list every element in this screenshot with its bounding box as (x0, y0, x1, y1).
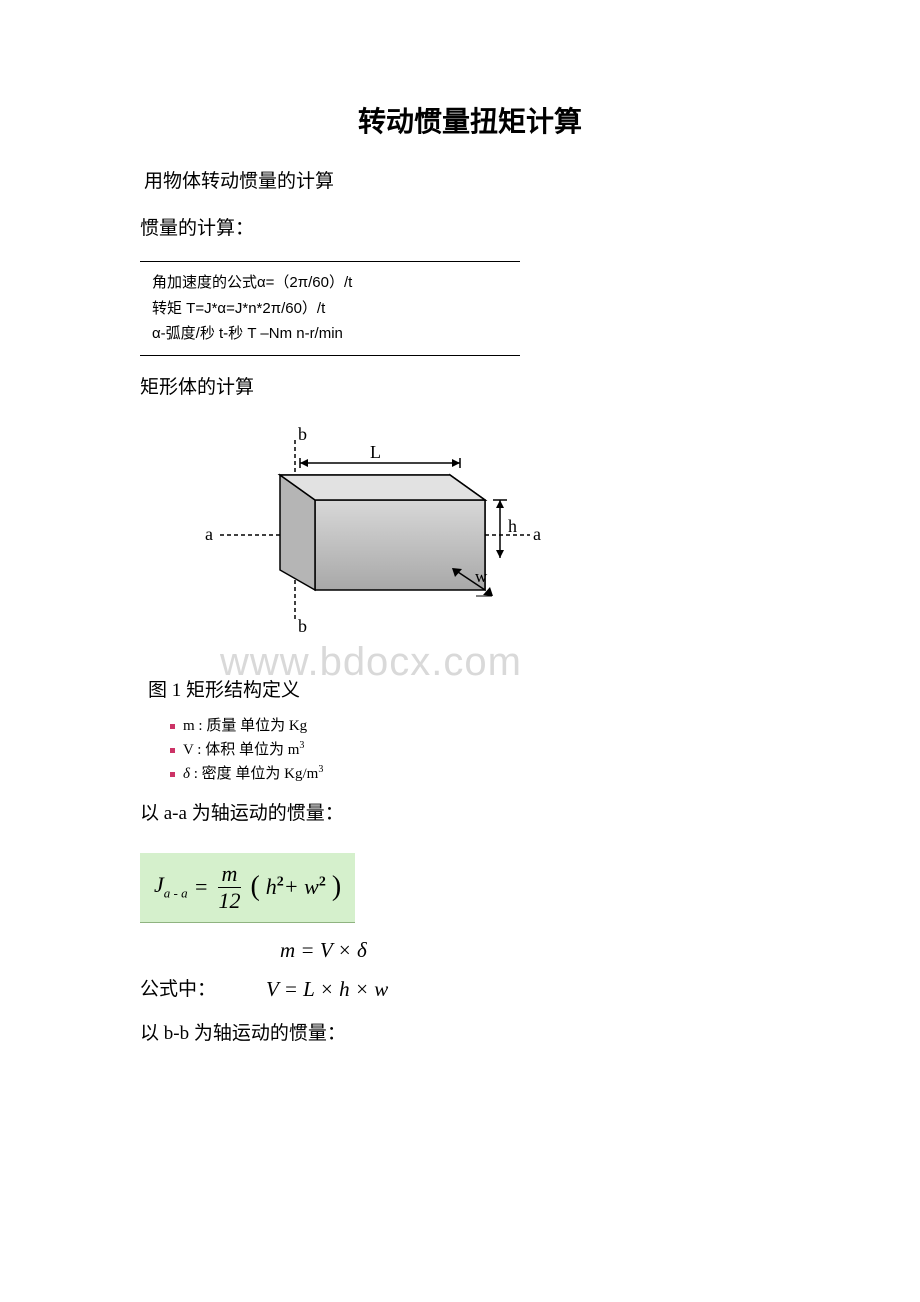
bullet-icon (170, 724, 175, 729)
variable-list: m : 质量 单位为 Kg V : 体积 单位为 m3 δ : 密度 单位为 K… (170, 714, 800, 786)
rect-heading: 矩形体的计算 (140, 374, 800, 403)
svg-text:b: b (298, 616, 307, 636)
formula-line-2: 转矩 T=J*α=J*n*2π/60）/t (152, 296, 508, 322)
var-delta: δ : 密度 单位为 Kg/m3 (170, 762, 800, 786)
intro-line-2: 惯量的计算： (140, 215, 800, 244)
bullet-icon (170, 748, 175, 753)
intro-line-1: 用物体转动惯量的计算 (140, 168, 800, 197)
axis-aa-label: 以 a-a 为轴运动的惯量： (140, 800, 800, 829)
equation-m: m = V × δ (280, 931, 800, 971)
var-v-text: V : 体积 单位为 m3 (183, 738, 304, 762)
formula-label: 公式中： (140, 976, 216, 1005)
equation-jaa: Ja - a = m 12 ( h2+ w2 ) (140, 853, 355, 923)
svg-text:w: w (475, 567, 488, 586)
svg-text:a: a (205, 524, 213, 544)
formula-line-3: α-弧度/秒 t-秒 T –Nm n-r/min (152, 321, 508, 347)
formula-box: 角加速度的公式α=（2π/60）/t 转矩 T=J*α=J*n*2π/60）/t… (140, 261, 520, 356)
svg-text:h: h (508, 516, 517, 536)
page-title: 转动惯量扭矩计算 (140, 100, 800, 140)
equation-v: V = L × h × w (266, 970, 388, 1010)
axis-bb-label: 以 b-b 为轴运动的惯量： (140, 1020, 800, 1049)
formula-line-1: 角加速度的公式α=（2π/60）/t (152, 270, 508, 296)
var-m-text: m : 质量 单位为 Kg (183, 714, 307, 738)
figure-caption: 图 1 矩形结构定义 (148, 675, 800, 702)
svg-text:L: L (370, 442, 381, 462)
svg-text:a: a (533, 524, 541, 544)
svg-text:b: b (298, 424, 307, 444)
var-d-text: δ : 密度 单位为 Kg/m3 (183, 762, 323, 786)
rect-diagram: b b a a L h w (200, 420, 800, 645)
bullet-icon (170, 772, 175, 777)
var-v: V : 体积 单位为 m3 (170, 738, 800, 762)
var-m: m : 质量 单位为 Kg (170, 714, 800, 738)
